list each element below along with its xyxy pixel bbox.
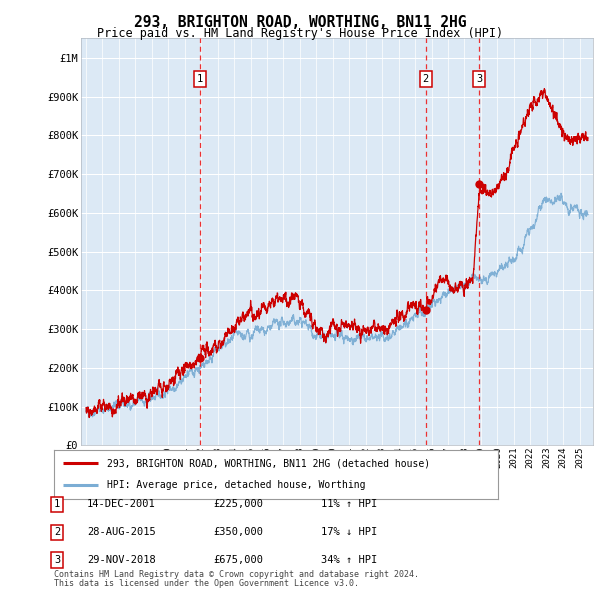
- Text: 3: 3: [476, 74, 482, 84]
- Text: HPI: Average price, detached house, Worthing: HPI: Average price, detached house, Wort…: [107, 480, 366, 490]
- Text: £225,000: £225,000: [213, 500, 263, 509]
- Text: 293, BRIGHTON ROAD, WORTHING, BN11 2HG (detached house): 293, BRIGHTON ROAD, WORTHING, BN11 2HG (…: [107, 458, 430, 468]
- Text: £350,000: £350,000: [213, 527, 263, 537]
- Text: 11% ↑ HPI: 11% ↑ HPI: [321, 500, 377, 509]
- Text: 2: 2: [54, 527, 60, 537]
- Text: 28-AUG-2015: 28-AUG-2015: [87, 527, 156, 537]
- Text: Contains HM Land Registry data © Crown copyright and database right 2024.: Contains HM Land Registry data © Crown c…: [54, 571, 419, 579]
- Text: 1: 1: [197, 74, 203, 84]
- Text: 1: 1: [54, 500, 60, 509]
- Text: 2: 2: [422, 74, 429, 84]
- Text: This data is licensed under the Open Government Licence v3.0.: This data is licensed under the Open Gov…: [54, 579, 359, 588]
- Text: 14-DEC-2001: 14-DEC-2001: [87, 500, 156, 509]
- Text: £675,000: £675,000: [213, 555, 263, 565]
- Text: 17% ↓ HPI: 17% ↓ HPI: [321, 527, 377, 537]
- Text: 3: 3: [54, 555, 60, 565]
- Text: 34% ↑ HPI: 34% ↑ HPI: [321, 555, 377, 565]
- Text: 29-NOV-2018: 29-NOV-2018: [87, 555, 156, 565]
- Text: Price paid vs. HM Land Registry's House Price Index (HPI): Price paid vs. HM Land Registry's House …: [97, 27, 503, 40]
- Text: 293, BRIGHTON ROAD, WORTHING, BN11 2HG: 293, BRIGHTON ROAD, WORTHING, BN11 2HG: [134, 15, 466, 30]
